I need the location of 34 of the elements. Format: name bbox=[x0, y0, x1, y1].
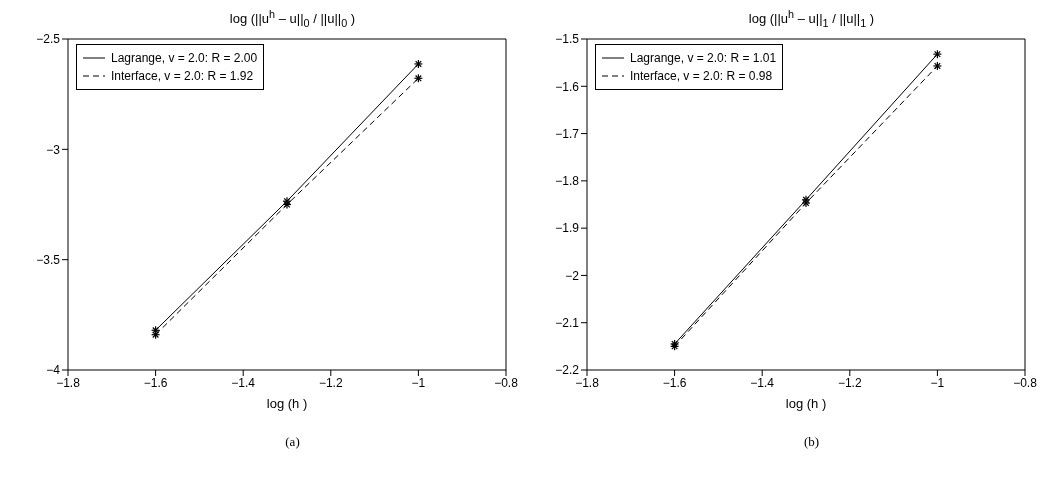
x-tick-label: −1.2 bbox=[318, 375, 343, 390]
y-tick-label: −1.8 bbox=[555, 174, 580, 189]
text: (a) bbox=[284, 434, 301, 450]
y-tick-label: −3 bbox=[46, 142, 61, 157]
y-tick-label: −1.5 bbox=[555, 32, 580, 47]
x-tick-label: −1.8 bbox=[575, 375, 600, 390]
x-tick-label: −1.4 bbox=[231, 375, 256, 390]
y-tick-label: −2.5 bbox=[36, 32, 61, 47]
x-axis-title: log (h ) bbox=[266, 396, 308, 411]
y-tick-label: −1.9 bbox=[555, 221, 580, 236]
y-tick-label: −3.5 bbox=[36, 252, 61, 267]
x-tick-label: −1.8 bbox=[56, 375, 81, 390]
x-tick-label: −1.6 bbox=[662, 375, 687, 390]
text: (b) bbox=[802, 434, 821, 450]
y-tick-label: −2.1 bbox=[555, 315, 580, 330]
legend-label: Lagrange, v = 2.0: R = 2.00 bbox=[111, 50, 258, 67]
x-tick-label: −1.4 bbox=[750, 375, 775, 390]
x-tick-label: −1.2 bbox=[837, 375, 862, 390]
x-tick-label: −1 bbox=[411, 375, 426, 390]
x-tick-label: −0.8 bbox=[1013, 375, 1038, 390]
x-tick-label: −1.6 bbox=[143, 375, 168, 390]
y-tick-label: −1.6 bbox=[555, 79, 580, 94]
legend-label: Lagrange, v = 2.0: R = 1.01 bbox=[630, 50, 777, 67]
y-tick-label: −1.7 bbox=[555, 126, 580, 141]
y-tick-label: −4 bbox=[46, 363, 61, 378]
x-axis-title: log (h ) bbox=[785, 396, 827, 411]
legend-label: Interface, v = 2.0: R = 0.98 bbox=[630, 68, 773, 85]
y-tick-label: −2 bbox=[565, 268, 580, 283]
x-tick-label: −0.8 bbox=[494, 375, 519, 390]
legend-label: Interface, v = 2.0: R = 1.92 bbox=[111, 68, 254, 85]
x-tick-label: −1 bbox=[930, 375, 945, 390]
y-tick-label: −2.2 bbox=[555, 363, 580, 378]
chart-title: log (||u$^{h}$ – u||$_{0}$ / ||u||$_{0}$ ) bbox=[228, 8, 357, 30]
chart-title: log (||u$^{h}$ – u||$_{1}$ / ||u||$_{1}$ ) bbox=[747, 8, 876, 30]
